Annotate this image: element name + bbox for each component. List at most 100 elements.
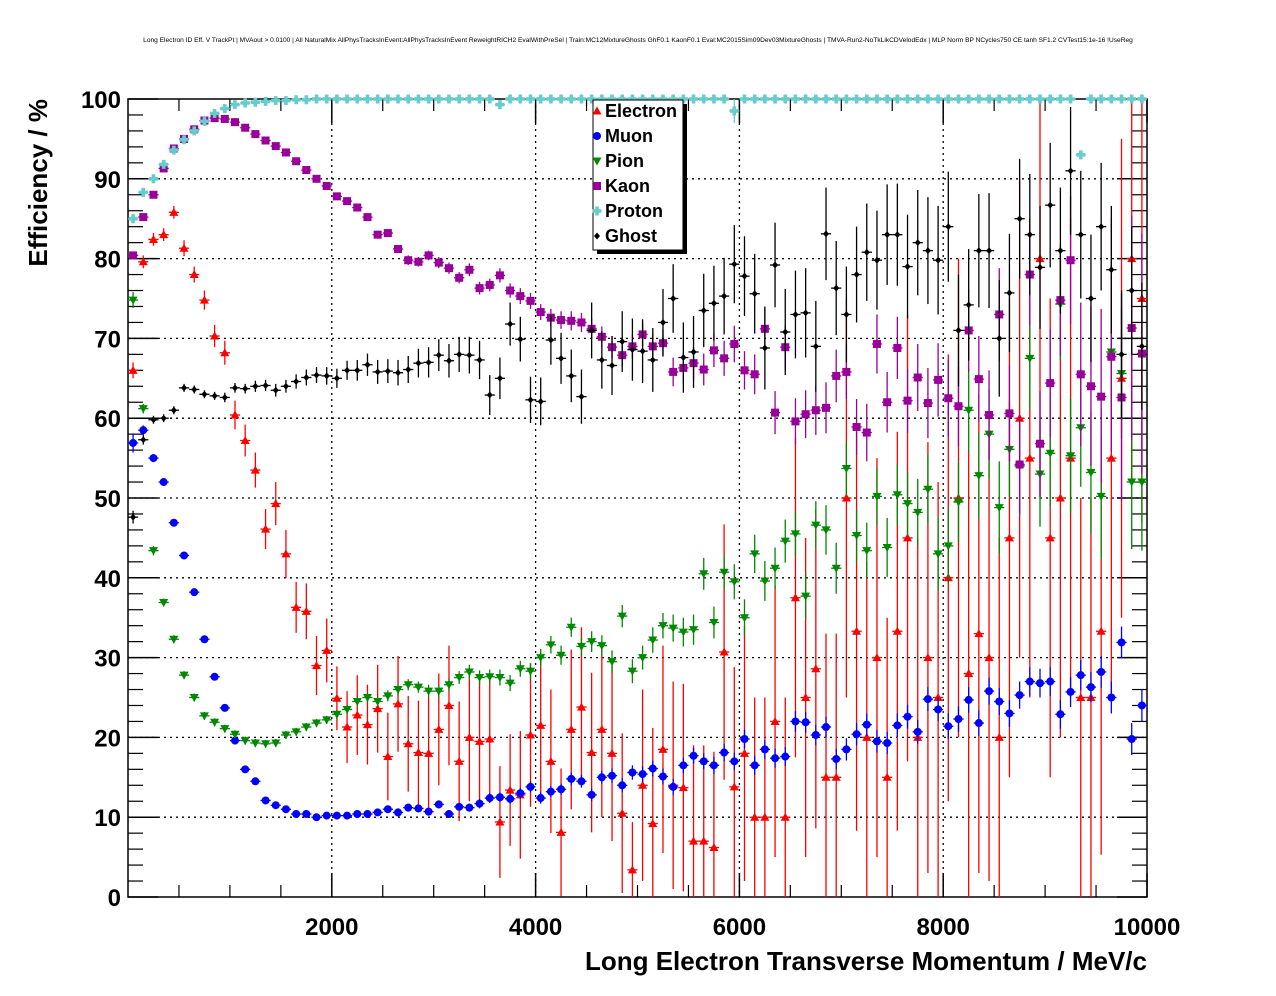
data-point-proton [1136,94,1147,104]
cross-marker [179,135,189,145]
triangle-down-marker [250,739,260,748]
data-point-proton [352,94,363,104]
diamond-marker [965,301,972,309]
x-tick-label: 10000 [1114,914,1181,941]
diamond-marker [924,247,931,255]
triangle-up-marker [526,730,536,739]
circle-marker [281,805,290,814]
data-point-muon [1085,671,1097,703]
triangle-down-marker [678,628,688,637]
triangle-up-marker [495,817,505,826]
data-point-proton [657,94,669,104]
data-point-ghost [617,311,628,372]
data-point-ghost [861,203,872,301]
triangle-down-marker [454,674,464,683]
triangle-up-marker [933,693,943,701]
legend: Electron Muon Pion Kaon Proton Ghost [592,99,687,254]
data-point-pion [403,679,414,691]
data-point-kaon [912,343,923,412]
triangle-up-marker [678,783,688,792]
diamond-marker [670,295,677,302]
data-point-pion [994,461,1005,554]
data-point-proton [148,174,159,184]
triangle-up-marker [424,748,434,757]
triangle-up-marker [750,812,760,821]
triangle-up-marker [373,704,383,713]
square-marker [1086,382,1095,391]
data-point-electron [688,745,699,897]
data-point-ghost [535,377,546,426]
diamond-marker [731,260,738,268]
data-point-pion [250,738,261,748]
data-point-kaon [260,136,271,145]
cross-marker [811,94,821,104]
grid [128,99,1147,897]
data-point-electron [240,424,251,457]
circle-marker [1046,677,1055,686]
circle-marker [1056,710,1065,719]
circle-marker [251,777,260,786]
series-proton [128,94,1147,224]
square-marker [974,375,983,384]
data-point-pion [1065,398,1076,514]
data-point-muon [403,803,414,812]
cross-marker [780,94,790,104]
data-point-pion [209,718,220,727]
data-point-kaon [291,157,302,166]
square-marker [302,166,311,175]
diamond-marker [843,310,850,318]
cross-marker [546,94,556,104]
triangle-up-marker [801,693,811,701]
data-point-muon [790,711,801,732]
cross-marker [444,94,454,104]
triangle-up-marker [413,748,423,757]
cross-marker [1055,94,1065,104]
data-point-proton [749,94,760,104]
data-point-electron [1075,498,1086,897]
cross-marker [556,94,566,104]
data-point-muon [1034,668,1046,698]
diamond-marker [140,436,147,444]
triangle-up-marker [546,756,556,765]
data-point-pion [352,696,363,707]
triangle-down-marker [780,537,790,546]
data-point-kaon [433,257,444,269]
data-point-pion [505,675,516,692]
cross-marker [1076,150,1086,160]
circle-marker [210,672,219,681]
data-point-ghost [138,434,149,445]
data-point-pion [902,471,913,536]
diamond-marker [1067,167,1074,175]
triangle-down-marker [505,679,515,688]
cross-marker [1035,94,1045,104]
triangle-up-marker [403,739,413,748]
data-point-muon [555,783,567,795]
diamond-marker [609,362,616,370]
data-point-ghost [270,383,281,397]
diamond-marker [181,384,188,392]
data-point-pion [219,724,230,734]
circle-marker [465,803,474,812]
cross-marker [169,145,179,155]
diamond-marker [741,272,748,280]
circle-marker [516,789,525,798]
data-point-electron [138,255,149,269]
data-point-pion [484,669,495,684]
square-marker [149,190,158,199]
data-point-muon [576,774,587,788]
data-point-proton [484,94,495,104]
square-marker [475,284,484,293]
data-point-kaon [128,251,139,260]
data-point-pion [647,627,658,653]
circle-marker [1005,709,1014,718]
data-point-muon [627,765,638,780]
triangle-down-marker [668,624,678,633]
triangle-up-marker [974,629,984,638]
data-point-electron [759,697,770,897]
x-axis-label: Long Electron Transverse Momentum / MeV/… [585,946,1147,976]
circle-marker [169,518,178,527]
data-point-ghost [392,359,404,386]
data-point-electron [698,745,709,897]
diamond-marker [1128,287,1135,295]
cross-marker [1127,94,1137,104]
